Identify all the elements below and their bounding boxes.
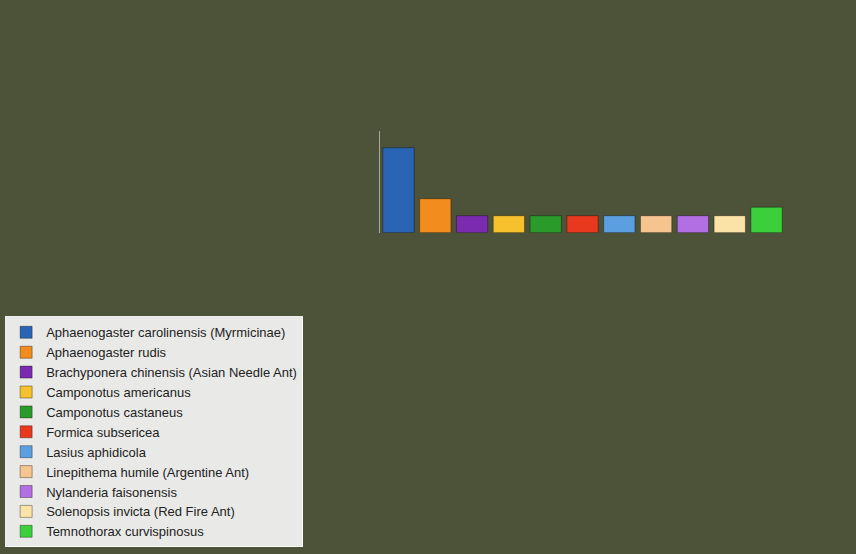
svg-text:Formica subsericea: Formica subsericea [46, 425, 160, 440]
svg-text:Camponotus castaneus: Camponotus castaneus [46, 405, 183, 420]
svg-text:Nylanderia faisonensis: Nylanderia faisonensis [46, 485, 177, 500]
svg-text:Camponotus americanus: Camponotus americanus [46, 385, 191, 400]
svg-text:Linepithema humile (Argentine: Linepithema humile (Argentine Ant) [46, 465, 249, 480]
svg-text:Lasius aphidicola: Lasius aphidicola [46, 445, 147, 460]
svg-text:Aphaenogaster carolinensis (My: Aphaenogaster carolinensis (Myrmicinae) [46, 325, 285, 340]
svg-text:Temnothorax curvispinosus: Temnothorax curvispinosus [46, 524, 204, 539]
svg-text:Aphaenogaster rudis: Aphaenogaster rudis [46, 345, 166, 360]
svg-text:Brachyponera chinensis (Asian: Brachyponera chinensis (Asian Needle Ant… [46, 365, 297, 380]
svg-text:Solenopsis invicta (Red Fire A: Solenopsis invicta (Red Fire Ant) [46, 504, 235, 519]
